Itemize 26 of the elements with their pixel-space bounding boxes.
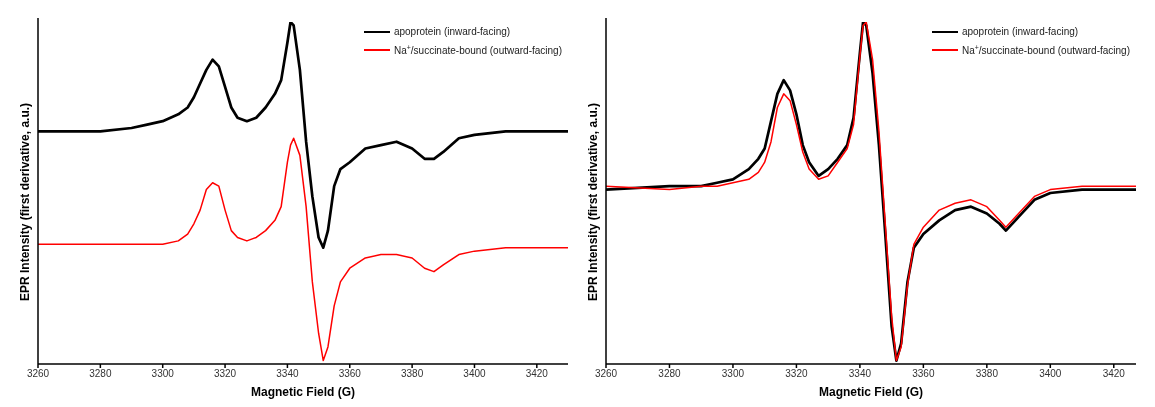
x-tick-label: 3400	[1039, 368, 1062, 380]
legend-label: Na$^{+}$/succinate-bound (outward-facing)	[393, 43, 562, 59]
y-axis-title: EPR Intensity (first derivative, a.u.)	[586, 102, 601, 301]
x-tick-label: 3260	[26, 368, 50, 380]
x-tick-label: 3320	[785, 368, 808, 380]
x-tick-label: 3420	[1102, 368, 1126, 380]
legend-label: apoprotein (inward-facing)	[393, 25, 511, 39]
legend-label: apoprotein (inward-facing)	[961, 25, 1079, 39]
x-tick-label: 3300	[721, 368, 745, 380]
x-tick-label: 3280	[658, 368, 682, 380]
x-tick-label: 3360	[912, 368, 935, 380]
x-tick-label: 3260	[594, 368, 618, 380]
x-tick-label: 3420	[525, 368, 549, 380]
x-tick-label: 3300	[151, 368, 175, 380]
x-axis-title: Magnetic Field (G)	[818, 385, 924, 399]
legend-label: Na$^{+}$/succinate-bound (outward-facing)	[961, 43, 1130, 59]
x-tick-label: 3400	[463, 368, 487, 380]
x-tick-label: 3340	[848, 368, 872, 380]
x-tick-label: 3280	[89, 368, 112, 380]
x-tick-label: 3380	[400, 368, 424, 380]
x-tick-label: 3360	[338, 368, 362, 380]
x-tick-label: 3320	[213, 368, 237, 380]
y-axis-title: EPR Intensity (first derivative, a.u.)	[18, 102, 33, 301]
x-tick-label: 3340	[276, 368, 299, 380]
x-tick-label: 3380	[975, 368, 999, 380]
x-axis-title: Magnetic Field (G)	[250, 385, 356, 399]
